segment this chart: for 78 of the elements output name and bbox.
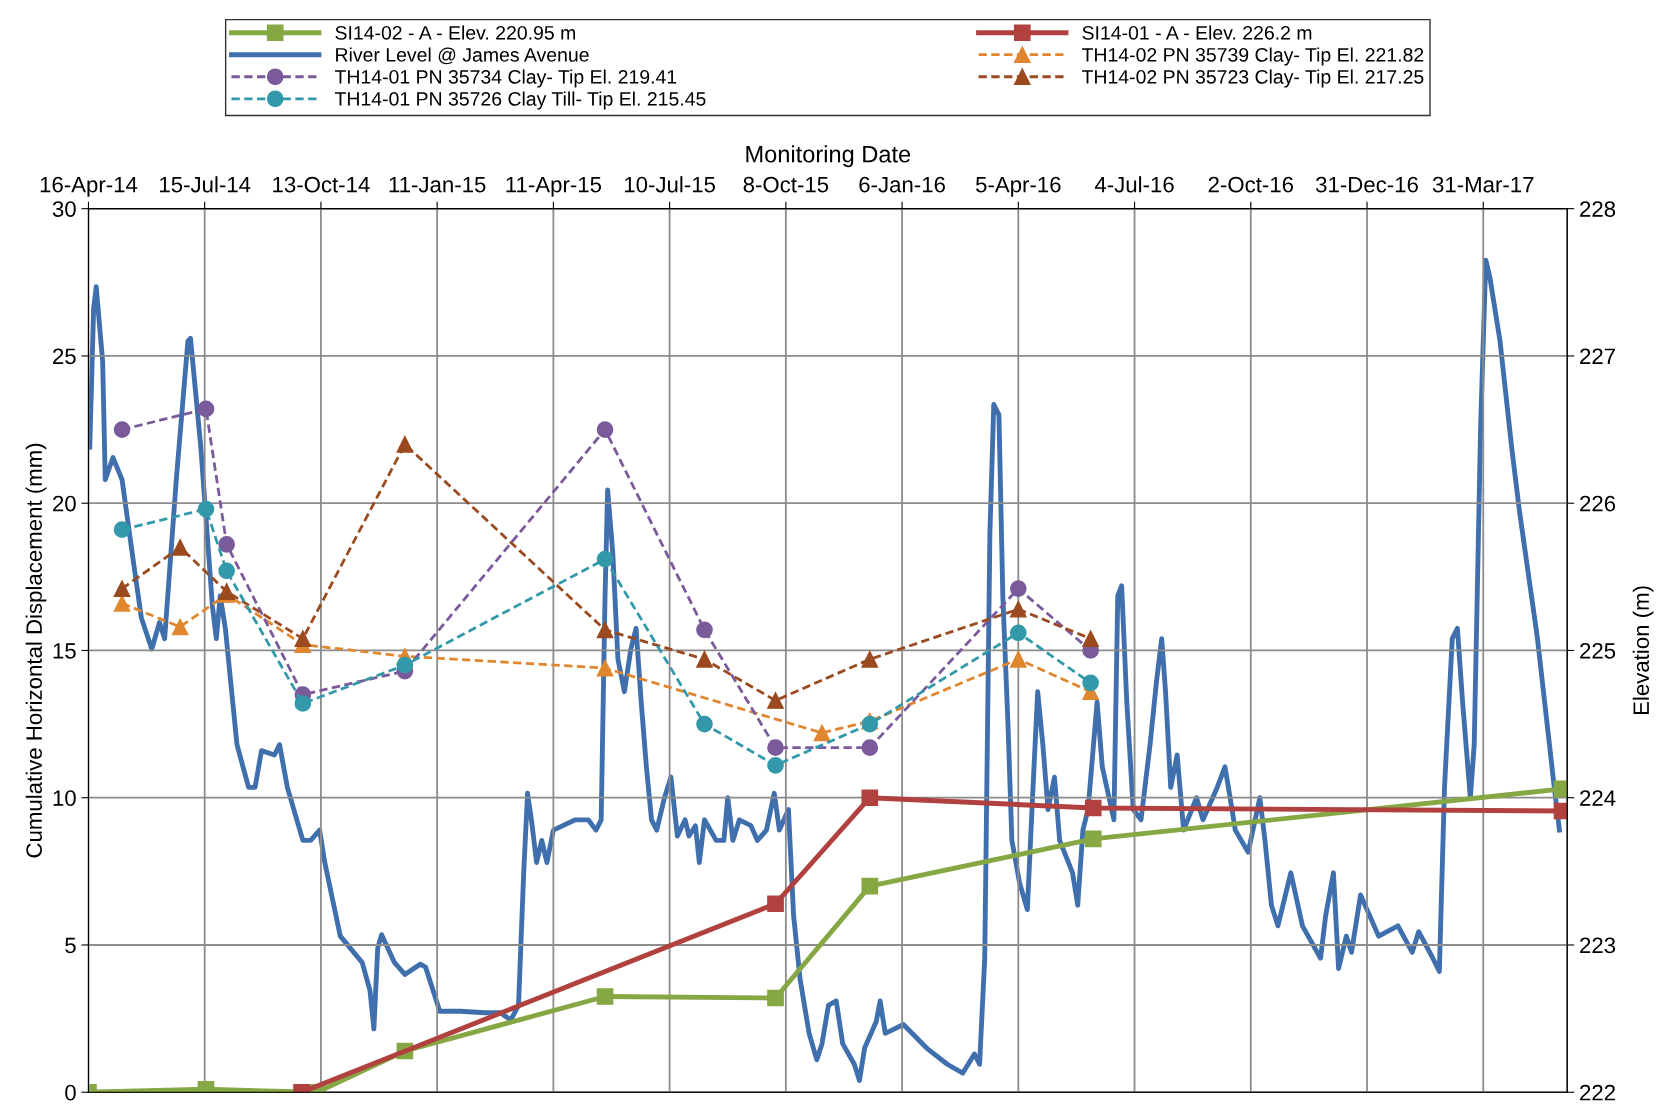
point bbox=[861, 739, 879, 756]
point bbox=[767, 692, 784, 709]
point bbox=[197, 500, 215, 518]
point bbox=[1084, 830, 1102, 848]
y2-axis-title: Elevation (m) bbox=[1632, 586, 1654, 715]
point bbox=[1082, 630, 1099, 648]
point bbox=[171, 618, 189, 636]
point bbox=[767, 895, 784, 913]
point bbox=[113, 521, 131, 539]
y2-tick-label: 224 bbox=[1580, 790, 1616, 806]
y-tick-label: 20 bbox=[53, 495, 76, 512]
y2-tick-label: 222 bbox=[1580, 1084, 1615, 1101]
point bbox=[596, 550, 614, 568]
point bbox=[218, 562, 235, 580]
x-tick-label: 11-Jan-15 bbox=[389, 176, 486, 193]
point bbox=[113, 580, 131, 597]
point bbox=[1009, 650, 1027, 668]
point bbox=[596, 659, 614, 677]
x-tick-label: 31-Dec-16 bbox=[1315, 176, 1418, 193]
legend-label: TH14-02 PN 35739 Clay- Tip El. 221.82 bbox=[1082, 47, 1424, 66]
y-tick-label: 10 bbox=[53, 790, 76, 806]
point bbox=[1082, 674, 1099, 692]
legend-label: TH14-01 PN 35734 Clay- Tip El. 219.41 bbox=[334, 69, 677, 88]
point bbox=[113, 421, 131, 438]
x-tick-label: 16-Apr-14 bbox=[40, 176, 138, 197]
point bbox=[294, 630, 312, 648]
point bbox=[396, 435, 414, 453]
point bbox=[197, 400, 215, 418]
legend-label: SI14-01 - A - Elev. 226.2 m bbox=[1082, 25, 1312, 40]
x-tick-label: 13-Oct-14 bbox=[273, 176, 370, 193]
point bbox=[767, 739, 784, 756]
point bbox=[1009, 580, 1027, 597]
x-tick-label: 6-Jan-16 bbox=[859, 176, 945, 193]
point bbox=[767, 989, 784, 1007]
point bbox=[696, 621, 713, 639]
x-tick-label: 2-Oct-16 bbox=[1208, 176, 1294, 193]
y2-tick-label: 226 bbox=[1580, 495, 1616, 512]
x-tick-label: 15-Jul-14 bbox=[160, 176, 251, 193]
y-tick-label: 0 bbox=[65, 1084, 76, 1101]
point bbox=[696, 715, 713, 733]
point bbox=[1009, 600, 1027, 618]
y-axis-title: Cumulative Horizontal Displacement (mm) bbox=[25, 443, 47, 858]
point bbox=[861, 789, 879, 807]
x-tick-label: 11-Apr-15 bbox=[506, 176, 602, 197]
y2-tick-label: 227 bbox=[1580, 348, 1615, 364]
point bbox=[171, 539, 189, 556]
point bbox=[861, 715, 879, 733]
y2-tick-label: 228 bbox=[1580, 201, 1616, 217]
x-axis-title: Monitoring Date bbox=[746, 145, 911, 168]
point bbox=[596, 988, 614, 1005]
point bbox=[218, 536, 235, 553]
point bbox=[861, 877, 879, 895]
legend-label: River Level @ James Avenue bbox=[336, 47, 589, 65]
y-tick-label: 30 bbox=[52, 201, 76, 217]
point bbox=[113, 595, 131, 612]
point bbox=[1084, 799, 1102, 817]
point bbox=[861, 650, 879, 668]
point bbox=[767, 756, 784, 774]
y-tick-label: 5 bbox=[65, 937, 76, 954]
legend-label: SI14-02 - A - Elev. 220.95 m bbox=[335, 25, 575, 40]
point bbox=[294, 695, 312, 712]
y2-tick-label: 225 bbox=[1580, 642, 1616, 659]
point bbox=[813, 724, 831, 742]
x-tick-label: 31-Mar-17 bbox=[1432, 176, 1534, 193]
y-tick-label: 15 bbox=[53, 643, 76, 659]
point bbox=[696, 650, 713, 668]
x-tick-label: 4-Jul-16 bbox=[1094, 176, 1174, 193]
point bbox=[1009, 624, 1027, 642]
point bbox=[596, 421, 614, 438]
legend-label: TH14-02 PN 35723 Clay- Tip El. 217.25 bbox=[1082, 69, 1424, 88]
x-tick-label: 8-Oct-15 bbox=[743, 176, 829, 193]
x-tick-label: 10-Jul-15 bbox=[625, 176, 716, 193]
point bbox=[396, 656, 414, 674]
y2-tick-label: 223 bbox=[1580, 937, 1616, 954]
x-tick-label: 5-Apr-16 bbox=[975, 176, 1061, 197]
y-tick-label: 25 bbox=[53, 348, 76, 365]
legend-label: TH14-01 PN 35726 Clay Till- Tip El. 215.45 bbox=[334, 91, 706, 110]
point bbox=[596, 621, 614, 639]
